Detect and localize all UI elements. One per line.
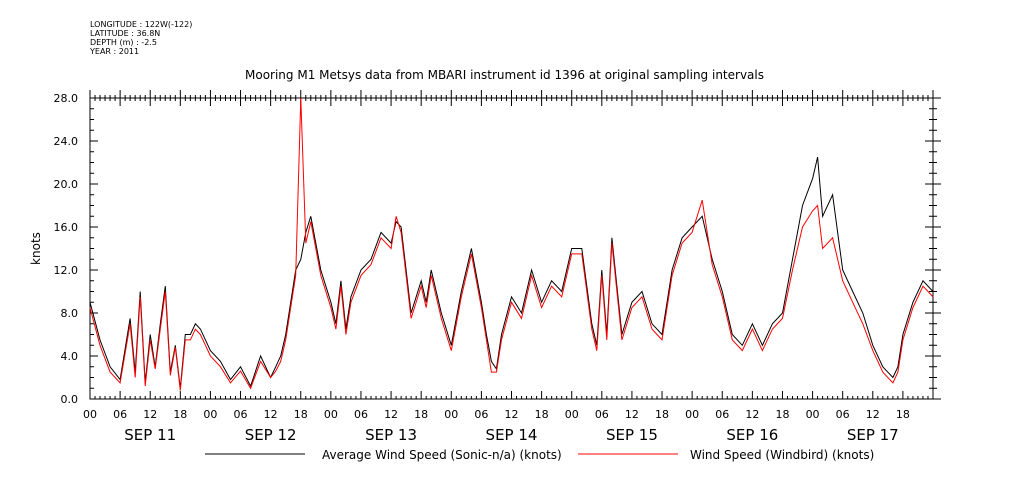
day-label: SEP 17	[847, 426, 899, 444]
x-tick-label: 00	[685, 408, 699, 421]
day-label: SEP 12	[245, 426, 297, 444]
x-tick-label: 12	[866, 408, 880, 421]
longitude-text: LONGITUDE : 122W(-122)	[90, 20, 193, 29]
windbird-wind-speed-line	[89, 97, 934, 391]
day-label: SEP 16	[726, 426, 778, 444]
x-tick-label: 18	[655, 408, 669, 421]
x-tick-label: 12	[745, 408, 759, 421]
y-axis-label: knots	[29, 232, 43, 265]
x-tick-label: 06	[113, 408, 127, 421]
y-tick-label: 28.0	[54, 92, 79, 105]
x-tick-label: 18	[775, 408, 789, 421]
day-label: SEP 11	[124, 426, 176, 444]
day-label: SEP 14	[486, 426, 538, 444]
x-tick-label: 18	[414, 408, 428, 421]
day-label: SEP 15	[606, 426, 658, 444]
y-tick-label: 0.0	[61, 393, 79, 406]
x-tick-label: 12	[264, 408, 278, 421]
x-tick-label: 18	[896, 408, 910, 421]
x-tick-label: 06	[234, 408, 248, 421]
y-tick-label: 8.0	[61, 307, 79, 320]
year-text: YEAR : 2011	[90, 47, 140, 56]
x-tick-label: 00	[806, 408, 820, 421]
depth-text: DEPTH (m) : -2.5	[90, 38, 157, 47]
x-tick-label: 00	[565, 408, 579, 421]
legend-label-windbird: Wind Speed (Windbird) (knots)	[690, 448, 874, 462]
x-tick-label: 00	[203, 408, 217, 421]
y-tick-label: 12.0	[54, 264, 79, 277]
x-tick-label: 06	[715, 408, 729, 421]
y-tick-label: 20.0	[54, 178, 79, 191]
x-tick-label: 12	[384, 408, 398, 421]
x-tick-label: 06	[836, 408, 850, 421]
chart-title: Mooring M1 Metsys data from MBARI instru…	[245, 68, 764, 82]
x-tick-label: 12	[143, 408, 157, 421]
y-tick-label: 4.0	[61, 350, 79, 363]
x-tick-label: 06	[474, 408, 488, 421]
x-tick-label: 00	[324, 408, 338, 421]
x-tick-label: 06	[354, 408, 368, 421]
legend-label-average: Average Wind Speed (Sonic-n/a) (knots)	[322, 448, 562, 462]
y-tick-label: 24.0	[54, 135, 79, 148]
x-tick-label: 18	[294, 408, 308, 421]
day-label: SEP 13	[365, 426, 417, 444]
x-tick-label: 00	[83, 408, 97, 421]
metadata-block: LONGITUDE : 122W(-122) LATITUDE : 36.8N …	[90, 20, 192, 56]
latitude-text: LATITUDE : 36.8N	[90, 29, 161, 38]
average-wind-speed-line	[89, 156, 934, 389]
x-tick-label: 12	[505, 408, 519, 421]
x-tick-label: 00	[444, 408, 458, 421]
x-tick-label: 12	[625, 408, 639, 421]
x-tick-label: 06	[595, 408, 609, 421]
plot-frame	[89, 97, 934, 400]
x-tick-label: 18	[173, 408, 187, 421]
y-tick-label: 16.0	[54, 221, 79, 234]
x-tick-label: 18	[535, 408, 549, 421]
